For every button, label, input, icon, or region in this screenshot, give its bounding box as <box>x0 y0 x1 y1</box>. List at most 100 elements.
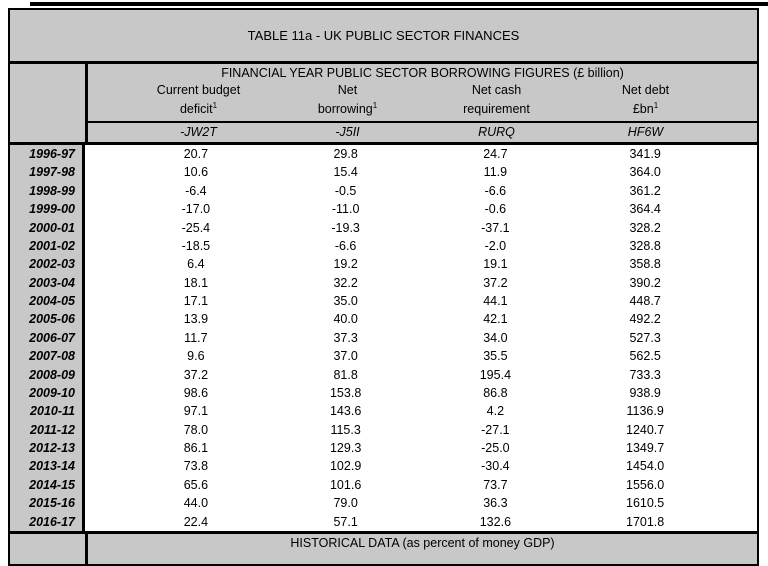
column-header-line2: requirement <box>463 102 530 116</box>
row-values: 10.6 15.4 11.9 364.0 <box>85 163 757 181</box>
value-cell: 9.6 <box>187 349 205 364</box>
value-cell: 42.1 <box>483 312 508 327</box>
value-cell: -6.6 <box>334 238 357 253</box>
value-cell: -25.4 <box>181 220 211 235</box>
value-cell: 364.0 <box>629 165 661 180</box>
row-values: 6.4 19.2 19.1 358.8 <box>85 255 757 273</box>
value-cell: 115.3 <box>330 422 361 437</box>
table-row: 2000-01 -25.4 -19.3 -37.1 328.2 <box>10 218 757 237</box>
value-cell: 1556.0 <box>626 477 665 492</box>
column-headers: Current budget deficit1 Net borrowing1 Net c… <box>88 81 757 121</box>
column-header: Net borrowing1 <box>273 81 422 121</box>
table-body: 1996-97 20.7 29.8 24.7 341.9 1997-98 10.6 15.4 1… <box>10 145 757 531</box>
table-title: TABLE 11a - UK PUBLIC SECTOR FINANCES <box>10 10 757 64</box>
value-cell: 1349.7 <box>626 441 665 455</box>
value-cell: -11.0 <box>331 202 360 217</box>
series-code: HF6W <box>627 125 664 139</box>
year-cell: 1998-99 <box>10 181 85 201</box>
table-row: 2004-05 17.1 35.0 44.1 448.7 <box>10 292 757 311</box>
row-values: -25.4 -19.3 -37.1 328.2 <box>85 219 757 237</box>
value-cell: 361.2 <box>629 183 661 198</box>
table-row: 1999-00 -17.0 -11.0 -0.6 364.4 <box>10 200 757 219</box>
value-cell: 15.4 <box>333 165 358 180</box>
value-cell: -37.1 <box>481 220 510 235</box>
row-values: 65.6 101.6 73.7 1556.0 <box>85 476 757 494</box>
row-values: 78.0 115.3 -27.1 1240.7 <box>85 421 757 439</box>
value-cell: 44.0 <box>183 496 209 511</box>
column-header: Current budget deficit1 <box>124 81 273 121</box>
value-cell: 1454.0 <box>626 459 665 474</box>
value-cell: 97.1 <box>183 404 209 419</box>
value-cell: -19.3 <box>331 220 360 235</box>
value-cell: 1610.5 <box>626 496 665 511</box>
value-cell: 328.2 <box>629 220 661 235</box>
year-cell: 2014-15 <box>10 475 85 495</box>
value-cell: -27.1 <box>481 422 510 437</box>
value-cell: 35.5 <box>483 349 508 364</box>
value-cell: 81.8 <box>333 367 358 382</box>
value-cell: 102.9 <box>329 459 362 474</box>
value-cell: 98.6 <box>183 385 209 400</box>
row-values: 20.7 29.8 24.7 341.9 <box>85 145 757 163</box>
value-cell: 22.4 <box>183 514 209 529</box>
value-cell: 79.0 <box>333 496 358 511</box>
table-row: 2002-03 6.4 19.2 19.1 358.8 <box>10 255 757 274</box>
value-cell: -17.0 <box>181 202 211 217</box>
row-values: 73.8 102.9 -30.4 1454.0 <box>85 457 757 475</box>
year-cell: 1996-97 <box>10 145 85 164</box>
value-cell: 40.0 <box>333 312 358 327</box>
value-cell: 37.0 <box>333 349 358 364</box>
header-right-block: FINANCIAL YEAR PUBLIC SECTOR BORROWING F… <box>88 64 757 142</box>
value-cell: 13.9 <box>183 312 209 327</box>
year-cell: 1997-98 <box>10 163 85 182</box>
table-row: 2007-08 9.6 37.0 35.5 562.5 <box>10 347 757 366</box>
value-cell: 1701.8 <box>626 514 665 529</box>
table-row: 2001-02 -18.5 -6.6 -2.0 328.8 <box>10 236 757 256</box>
year-cell: 2009-10 <box>10 383 85 403</box>
value-cell: 153.8 <box>329 385 362 400</box>
series-codes-row: -JW2T -J5II RURQ HF6W <box>88 121 757 142</box>
value-cell: 1240.7 <box>626 422 665 437</box>
year-cell: 2006-07 <box>10 328 85 348</box>
column-header-line1: Net cash <box>471 83 522 97</box>
value-cell: 78.0 <box>183 422 209 437</box>
column-header: Net debt £bn1 <box>571 81 720 121</box>
value-cell: 364.4 <box>629 202 661 217</box>
value-cell: 36.3 <box>483 496 508 511</box>
year-cell: 2011-12 <box>10 420 85 439</box>
value-cell: 18.1 <box>183 275 209 290</box>
value-cell: 11.9 <box>483 165 508 180</box>
year-cell: 2013-14 <box>10 457 85 476</box>
table-row: 1996-97 20.7 29.8 24.7 341.9 <box>10 145 757 164</box>
table-row: 2013-14 73.8 102.9 -30.4 1454.0 <box>10 457 757 476</box>
value-cell: 129.3 <box>329 441 362 455</box>
table-row: 1997-98 10.6 15.4 11.9 364.0 <box>10 163 757 182</box>
series-code: -J5II <box>335 125 360 139</box>
column-header-line2: £bn1 <box>632 100 659 116</box>
column-header-line1: Net debt <box>621 83 670 97</box>
year-cell: 2002-03 <box>10 255 85 274</box>
row-values: -6.4 -0.5 -6.6 361.2 <box>85 182 757 200</box>
footer-year-spacer <box>10 533 88 564</box>
historical-data-label: HISTORICAL DATA (as percent of money GDP… <box>290 535 555 550</box>
table-row: 2010-11 97.1 143.6 4.2 1136.9 <box>10 402 757 421</box>
value-cell: 29.8 <box>333 147 358 161</box>
value-cell: 132.6 <box>479 514 512 529</box>
row-values: 22.4 57.1 132.6 1701.8 <box>85 513 757 531</box>
value-cell: 6.4 <box>187 257 205 272</box>
value-cell: 562.5 <box>629 349 661 364</box>
value-cell: 57.1 <box>333 514 358 529</box>
page-top-rule <box>30 2 768 6</box>
value-cell: 143.6 <box>329 404 362 419</box>
value-cell: 86.8 <box>483 385 508 400</box>
column-header: Net cash requirement <box>422 81 571 121</box>
year-cell: 2001-02 <box>10 236 85 256</box>
value-cell: 358.8 <box>629 257 661 272</box>
year-cell: 2016-17 <box>10 512 85 531</box>
series-code: -JW2T <box>180 125 217 139</box>
row-values: 13.9 40.0 42.1 492.2 <box>85 310 757 328</box>
section-title: FINANCIAL YEAR PUBLIC SECTOR BORROWING F… <box>221 66 624 80</box>
table-row: 2016-17 22.4 57.1 132.6 1701.8 <box>10 512 757 531</box>
column-header-line1: Current budget <box>156 83 241 97</box>
value-cell: 10.6 <box>183 165 209 180</box>
